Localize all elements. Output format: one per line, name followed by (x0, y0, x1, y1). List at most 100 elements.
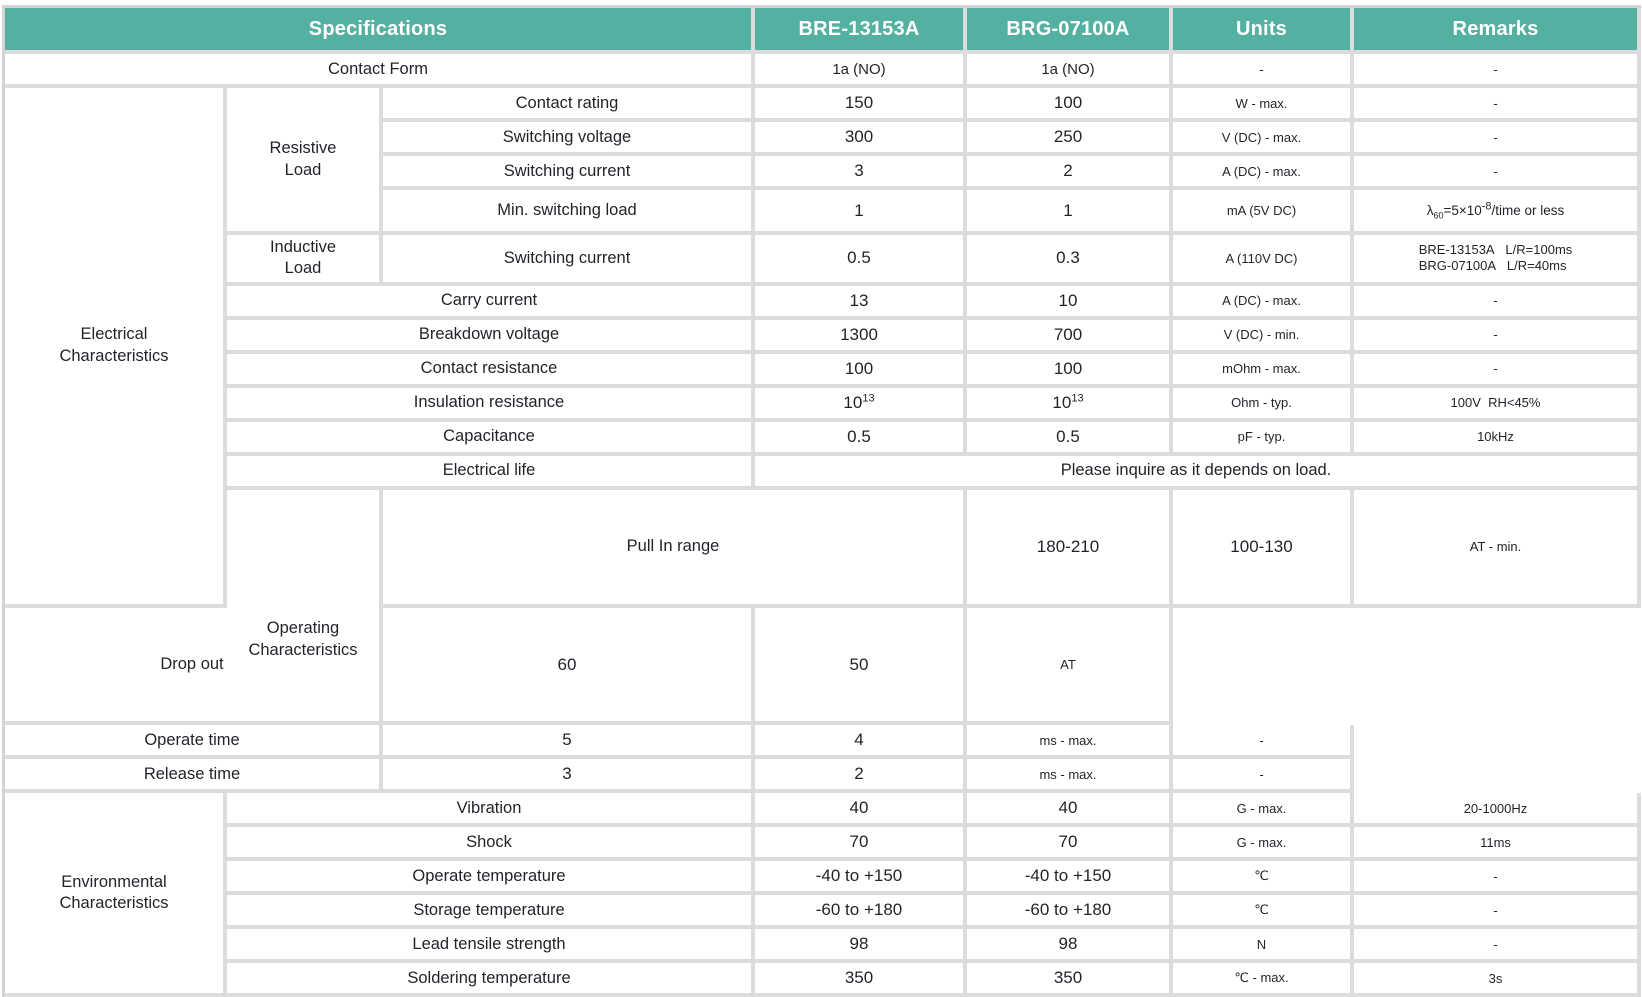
carry-current-units: A (DC) - max. (1173, 285, 1354, 320)
contact-rating-value-a: 150 (755, 88, 967, 122)
soldering-temperature-label: Soldering temperature (227, 963, 755, 997)
operate-time-label: Operate time (5, 725, 383, 760)
header-units: Units (1173, 8, 1354, 54)
section-electrical-characteristics: Electrical Characteristics (5, 88, 227, 608)
power-base: 10 (843, 392, 863, 412)
contact-resistance-units: mOhm - max. (1173, 353, 1354, 388)
operate-temperature-value-b: -40 to +150 (967, 861, 1173, 896)
row-switching-current-inductive: Inductive Load Switching current 0.5 0.3… (5, 235, 1641, 286)
contact-rating-units: W - max. (1173, 88, 1354, 122)
pull-in-range-units: AT - min. (1354, 489, 1641, 608)
switching-current-inductive-units: A (110V DC) (1173, 235, 1354, 286)
release-time-label: Release time (5, 759, 383, 794)
lambda-symbol: λ (1426, 203, 1434, 218)
pull-in-range-label: Pull In range (383, 489, 967, 608)
row-switching-current-resistive: Switching current 3 2 A (DC) - max. - (5, 156, 1641, 190)
operate-temperature-value-a: -40 to +150 (755, 861, 967, 896)
carry-current-remarks: - (1354, 285, 1641, 320)
switching-current-resistive-label: Switching current (383, 156, 755, 190)
lead-tensile-strength-remarks: - (1354, 929, 1641, 964)
resistive-load-label: Resistive Load (269, 139, 337, 179)
lambda-exponent: -8 (1481, 200, 1492, 213)
shock-value-a: 70 (755, 827, 967, 862)
section-electrical-label: Electrical Characteristics (59, 325, 169, 365)
min-switching-load-units: mA (5V DC) (1173, 190, 1354, 235)
min-switching-load-remarks: λ60=5×10-8/time or less (1354, 190, 1641, 235)
subsection-resistive-load: Resistive Load (227, 88, 383, 235)
vibration-value-b: 40 (967, 793, 1173, 828)
operate-time-remarks: - (1173, 725, 1354, 760)
header-remarks: Remarks (1354, 8, 1641, 54)
inductive-load-label: Inductive Load (269, 238, 337, 278)
capacitance-value-b: 0.5 (967, 421, 1173, 456)
switching-voltage-value-a: 300 (755, 122, 967, 156)
row-capacitance: Capacitance 0.5 0.5 pF - typ. 10kHz (5, 421, 1641, 456)
shock-units: G - max. (1173, 827, 1354, 862)
min-switching-load-value-a: 1 (755, 190, 967, 235)
specifications-table: Specifications BRE-13153A BRG-07100A Uni… (2, 5, 1641, 997)
storage-temperature-value-a: -60 to +180 (755, 895, 967, 930)
pull-in-range-value-a: 180-210 (967, 489, 1173, 608)
row-insulation-resistance: Insulation resistance 1013 1013 Ohm - ty… (5, 387, 1641, 422)
breakdown-voltage-value-b: 700 (967, 319, 1173, 354)
operate-temperature-label: Operate temperature (227, 861, 755, 896)
switching-current-resistive-value-b: 2 (967, 156, 1173, 190)
breakdown-voltage-remarks: - (1354, 319, 1641, 354)
contact-rating-remarks: - (1354, 88, 1641, 122)
row-electrical-life: Electrical life Please inquire as it dep… (5, 455, 1641, 490)
switching-current-inductive-value-b: 0.3 (967, 235, 1173, 286)
switching-current-inductive-label: Switching current (383, 235, 755, 286)
shock-value-b: 70 (967, 827, 1173, 862)
electrical-life-label: Electrical life (227, 455, 755, 490)
release-time-value-b: 2 (755, 759, 967, 794)
release-time-units: ms - max. (967, 759, 1173, 794)
contact-form-value-a: 1a (NO) (755, 54, 967, 88)
row-operate-time: Operate time 5 4 ms - max. - (5, 725, 1641, 760)
contact-resistance-remarks: - (1354, 353, 1641, 388)
vibration-remarks: 20-1000Hz (1354, 793, 1641, 828)
pull-in-range-value-b: 100-130 (1173, 489, 1354, 608)
lambda-equation: =5×10 (1443, 203, 1482, 218)
operate-time-value-a: 5 (383, 725, 755, 760)
operate-time-value-b: 4 (755, 725, 967, 760)
storage-temperature-value-b: -60 to +180 (967, 895, 1173, 930)
contact-resistance-label: Contact resistance (227, 353, 755, 388)
lr-remark-line2: BRG-07100A L/R=40ms (1418, 258, 1567, 274)
lead-tensile-strength-value-b: 98 (967, 929, 1173, 964)
row-lead-tensile-strength: Lead tensile strength 98 98 N - (5, 929, 1641, 964)
release-time-value-a: 3 (383, 759, 755, 794)
row-operate-temperature: Operate temperature -40 to +150 -40 to +… (5, 861, 1641, 896)
vibration-label: Vibration (227, 793, 755, 828)
vibration-value-a: 40 (755, 793, 967, 828)
row-carry-current: Carry current 13 10 A (DC) - max. - (5, 285, 1641, 320)
contact-rating-label: Contact rating (383, 88, 755, 122)
header-model-bre-13153a: BRE-13153A (755, 8, 967, 54)
switching-current-resistive-value-a: 3 (755, 156, 967, 190)
soldering-temperature-value-a: 350 (755, 963, 967, 997)
row-release-time: Release time 3 2 ms - max. - (5, 759, 1641, 794)
contact-resistance-value-b: 100 (967, 353, 1173, 388)
row-breakdown-voltage: Breakdown voltage 1300 700 V (DC) - min.… (5, 319, 1641, 354)
release-time-remarks: - (1173, 759, 1354, 794)
contact-form-units: - (1173, 54, 1354, 88)
row-vibration: Environmental Characteristics Vibration … (5, 793, 1641, 997)
storage-temperature-units: ℃ (1173, 895, 1354, 930)
shock-remarks: 11ms (1354, 827, 1641, 862)
capacitance-units: pF - typ. (1173, 421, 1354, 456)
row-switching-voltage: Switching voltage 300 250 V (DC) - max. … (5, 122, 1641, 156)
min-switching-load-value-b: 1 (967, 190, 1173, 235)
carry-current-label: Carry current (227, 285, 755, 320)
contact-rating-value-b: 100 (967, 88, 1173, 122)
contact-form-remarks: - (1354, 54, 1641, 88)
header-specifications: Specifications (5, 8, 755, 54)
section-environmental-characteristics: Environmental Characteristics (5, 793, 227, 997)
operate-time-units: ms - max. (967, 725, 1173, 760)
soldering-temperature-units: ℃ - max. (1173, 963, 1354, 997)
vibration-units: G - max. (1173, 793, 1354, 828)
storage-temperature-label: Storage temperature (227, 895, 755, 930)
switching-voltage-remarks: - (1354, 122, 1641, 156)
lead-tensile-strength-label: Lead tensile strength (227, 929, 755, 964)
electrical-life-note: Please inquire as it depends on load. (755, 455, 1641, 490)
switching-current-inductive-value-a: 0.5 (755, 235, 967, 286)
lambda-subscript: 60 (1433, 210, 1444, 221)
